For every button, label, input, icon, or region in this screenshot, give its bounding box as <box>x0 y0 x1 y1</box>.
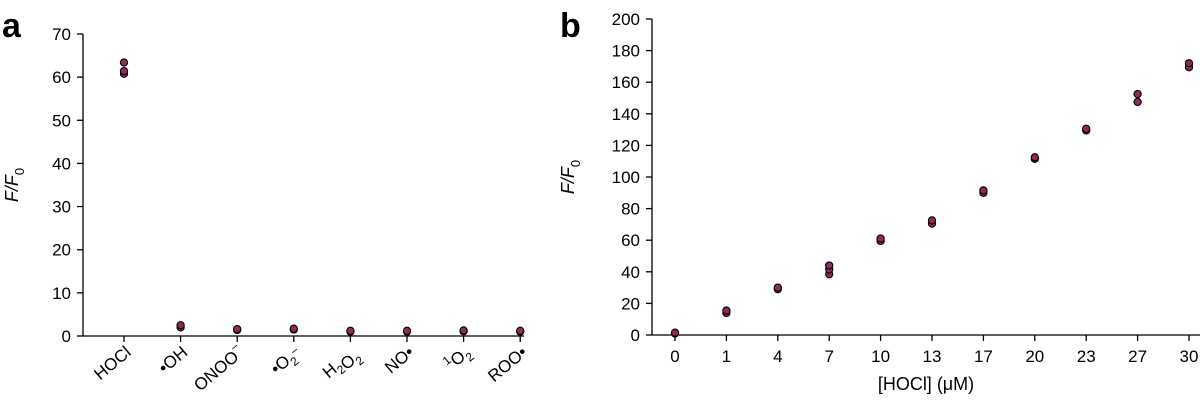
data-point <box>927 216 937 225</box>
y-tick-label: 0 <box>631 326 640 345</box>
data-point <box>773 283 782 292</box>
data-point <box>722 306 731 315</box>
y-tick-label: 50 <box>52 111 71 130</box>
x-tick-label: 17 <box>974 347 993 366</box>
y-axis-title-text: F/F0 <box>2 168 27 202</box>
data-point <box>825 261 834 270</box>
data-point <box>119 66 129 76</box>
x-tick-label: 4 <box>773 347 782 366</box>
x-tick-label: ROO• <box>484 342 530 385</box>
panel-letter: b <box>560 7 581 45</box>
panel-b: b 0 20 40 60 80 100 120 140 160 180 200 F/F0 0 1 4 7 10 13… <box>558 7 1200 394</box>
data-point <box>346 326 355 335</box>
x-tick-label: ONOO− <box>188 339 248 395</box>
y-tick-label: 120 <box>612 136 640 155</box>
data-point <box>119 58 129 67</box>
y-tick-label: 10 <box>52 284 71 303</box>
x-tick-label: 20 <box>1025 347 1044 366</box>
y-tick-label: 60 <box>52 68 71 87</box>
data-point <box>876 234 885 243</box>
y-tick-label: 160 <box>612 73 640 92</box>
y-tick-label: 200 <box>612 10 640 29</box>
data-point <box>670 328 680 337</box>
y-tick-label: 20 <box>52 241 71 260</box>
data-point <box>1133 97 1142 107</box>
panel-letter: a <box>2 7 22 45</box>
x-tick-label: 7 <box>824 347 833 366</box>
x-tick-label: NO• <box>381 342 417 377</box>
y-tick-label: 180 <box>612 42 640 61</box>
x-tick-label: 10 <box>871 347 890 366</box>
y-tick-label: 40 <box>621 263 640 282</box>
y-tick-label: 70 <box>52 25 71 44</box>
x-tick-label: 1 <box>722 347 731 366</box>
y-tick-label: 20 <box>621 294 640 313</box>
x-tick-label: HOCl <box>91 343 135 384</box>
data-point <box>402 326 412 335</box>
data-point <box>1030 153 1039 162</box>
data-point <box>176 321 185 330</box>
data-point <box>1184 59 1194 68</box>
x-tick-label: 23 <box>1077 347 1096 366</box>
x-tick-label: H2O2 <box>319 342 367 389</box>
y-tick-label: 140 <box>612 105 640 124</box>
y-tick-label: 100 <box>612 168 640 187</box>
data-point <box>516 326 525 335</box>
x-tick-label: 27 <box>1128 347 1147 366</box>
x-tick-label: •O2− <box>267 343 307 382</box>
x-tick-label: 1O2 <box>440 340 477 377</box>
y-tick-label: 0 <box>62 327 71 346</box>
y-axis-title-text: F/F0 <box>558 160 583 194</box>
x-tick-label: 13 <box>923 347 942 366</box>
x-tick-label: •OH <box>155 343 191 378</box>
data-point <box>1082 124 1091 133</box>
data-point <box>459 326 468 335</box>
y-tick-label: 60 <box>621 231 640 250</box>
data-point <box>233 324 242 334</box>
data-point <box>289 324 298 333</box>
y-tick-label: 80 <box>621 200 640 219</box>
y-axis-title: F/F0 <box>558 160 583 194</box>
x-tick-label: 30 <box>1180 347 1199 366</box>
data-point <box>1133 89 1142 99</box>
data-point <box>979 186 988 195</box>
y-axis-title: F/F0 <box>2 168 27 202</box>
y-tick-label: 40 <box>52 154 71 173</box>
x-axis-title: [HOCl] (μM) <box>878 374 974 394</box>
x-tick-label: 0 <box>670 347 679 366</box>
y-tick-label: 30 <box>52 198 71 217</box>
